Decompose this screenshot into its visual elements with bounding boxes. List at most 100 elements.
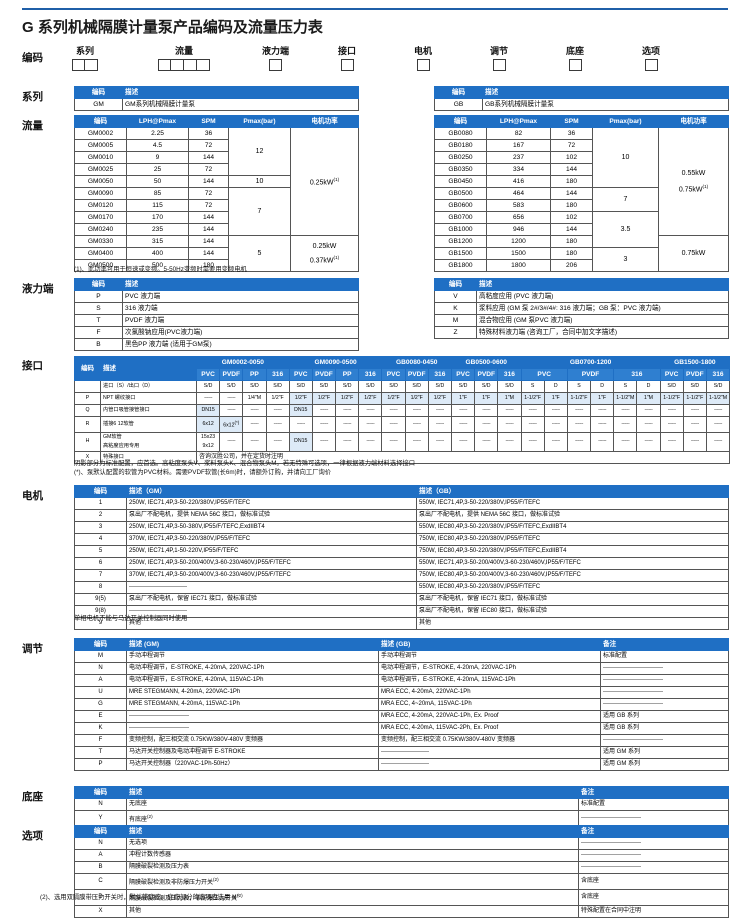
cell-remark: 适用 GB 系列 [600,722,729,735]
cell-code: S [74,302,123,315]
cell-pmax: 12 [228,127,291,176]
cell-code: GM0240 [74,223,127,236]
cell-code: GB0350 [434,163,487,176]
cell-spm: 144 [188,151,229,164]
table-row: H GM软管 高粘度应用专用 15x23 9x12 ------ ------ ------ D… [74,431,731,452]
cell-code: 6 [74,557,127,570]
cell-interface-value: 1/2"F [265,392,290,405]
cell-interface-value: ------ [335,431,360,452]
code-box[interactable] [416,59,430,71]
interface-material-header: PVDF [219,368,244,381]
code-group-liquid-end: 液力端 [262,44,289,71]
cell-spm: 180 [550,199,593,212]
cell-desc: 浆料应用 (GM 泵 2#/3#/4#: 316 液力端；GB 泵：PVC 液力… [476,302,729,315]
cell-desc-gm: 手动冲程调节 [126,650,379,663]
table-row: GM0330 315 144 5 0.25kW 0.37kW(1) [74,235,359,272]
table-row: GM0050 50 144 10 [74,175,359,188]
cell-code: GB0500 [434,187,487,200]
interface-footnote-2: (*)、泵默认配置的软管为PVC材料。需要PVDF软管(长6m)时，请额外订购，… [74,469,332,476]
table-row: 4 370W, IEC71,4P,3-50-220/380V,IP55/F/TEF… [74,533,729,546]
cell-spm: 144 [550,187,593,200]
cell-inlet-outlet: S/D [288,380,313,393]
table-row: GB1500 1500 180 3 [434,247,729,272]
code-boxes [158,59,210,71]
cell-remark: ------------------------------ [578,849,729,862]
cell-desc: NPT 螺纹接口 [100,392,197,405]
code-box[interactable] [269,59,282,71]
cell-interface-value: ------ [311,431,337,452]
series-gm-table: 编码 描述 GM GM系列机械隔膜计量泵 [74,86,359,111]
cell-interface-value: ------ [404,404,429,417]
table-row: N 无底座 标准配置 [74,798,729,811]
cell-inlet-outlet: S/D [311,380,337,393]
code-box[interactable] [171,59,184,71]
cell-code: GM0002 [74,127,127,140]
cell-spm: 72 [188,139,229,152]
cell-spm: 144 [188,223,229,236]
table-row: 8 ----------------------------- 550W, IEC8… [74,581,729,594]
flow-gm-table: 编码 LPH@Pmax SPM Pmax(bar) 电机功率 GM0002 2.2… [74,115,359,272]
cell-code: Q [74,404,101,417]
code-group-label: 电机 [414,46,433,56]
code-group-label: 流量 [174,46,193,56]
code-box[interactable] [340,59,354,71]
code-box[interactable] [158,59,171,71]
code-box[interactable] [568,59,582,71]
col-header-remark: 备注 [600,638,729,651]
cell-desc-gb: 泵出厂不配电机，保留 IEC71 接口，做标准试验 [416,593,729,606]
cell-interface-value: ------ [566,416,592,433]
cell-desc: GM软管 高粘度应用专用 [100,431,197,452]
cell-code: F [74,326,123,339]
code-box[interactable] [85,59,98,71]
cell-desc-gb: 手动冲程调节 [378,650,601,663]
cell-interface-value: ------ [613,404,638,417]
code-box[interactable] [72,59,85,71]
cell-interface-value: 1-1/2"F [566,392,592,405]
cell-spm: 102 [550,211,593,224]
table-row: X 其他 特殊配置在合同中注明 [74,905,729,918]
cell-interface-value: DN15 [288,431,313,452]
cell-interface-value: ------ [219,404,244,417]
cell-interface-value: ------ [520,431,545,452]
cell-spm: 102 [550,151,593,164]
col-header-code: 编码 [74,825,127,838]
cell-interface-value: 1"M [636,392,661,405]
cell-desc-gb: 550W, IEC71,4P,3-50-200/400V,3-60-230/46… [416,557,729,570]
cell-spm: 180 [188,259,229,272]
cell-desc-gb: MRA ECC, 4-20mA, 220VAC-1Ph [378,686,601,699]
cell-code: X [74,905,127,918]
code-box[interactable] [644,59,658,71]
cell-remark: ------------------------------ [578,861,729,874]
cell-interface-value: 1-1/2"M [613,392,638,405]
cell-inlet-outlet: S/D [195,380,221,393]
cell-desc: PVC 液力端 [122,290,359,303]
cell-code: 3 [74,521,127,534]
cell-interface-value: ------ [474,431,499,452]
cell-lph: 85 [126,187,189,200]
table-row: M 混合物应用 (GM 泵PVC 液力端) [434,314,729,327]
cell-inlet-outlet: S/D [427,380,452,393]
code-box[interactable] [492,59,506,71]
cell-interface-value: ------ [543,404,568,417]
cell-code: K [74,722,127,735]
col-header-lph: LPH@Pmax [486,115,551,128]
cell-spm: 144 [188,175,229,188]
code-group-label: 系列 [75,46,94,56]
code-box[interactable] [197,59,210,71]
table-row: GB1800 1800 206 [434,259,729,272]
interface-material-header: PVC [195,368,221,381]
cell-desc: 进口（S）/出口（D） [100,380,197,393]
base-table: 编码 描述 备注 N 无底座 标准配置 Y 有底座(2) ----------------… [74,786,729,827]
cell-lph: 315 [126,235,189,248]
table-row: Y 有底座(2) ------------------------------ [74,810,729,827]
cell-interface-value: ------ [358,404,383,417]
cell-remark: 含底座 [578,873,729,890]
interface-material-header: 316 [705,368,731,381]
cell-desc-gb: 电动冲程调节，E-STROKE, 4-20mA, 220VAC-1Ph [378,662,601,675]
cell-desc-gm: ------------------------------ [126,710,379,723]
cell-code: G [74,698,127,711]
motor-table: 编码 描述（GM） 描述（GB） 1 250W, IEC71,4P,3-50-22… [74,485,729,630]
cell-spm: 144 [550,223,593,236]
col-header-desc: 描述 [122,86,359,99]
code-box[interactable] [184,59,197,71]
